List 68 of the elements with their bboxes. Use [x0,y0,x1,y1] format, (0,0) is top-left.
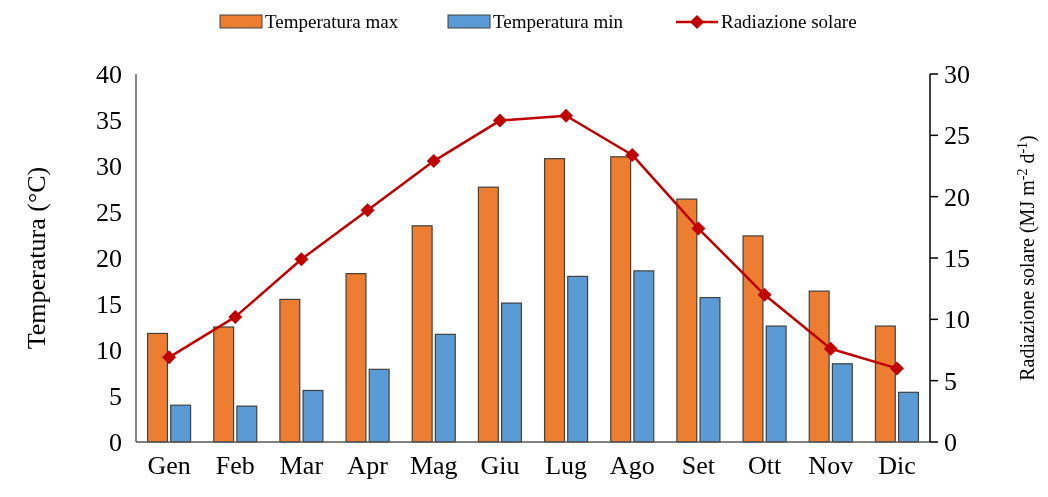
bar [500,302,523,443]
bar [279,298,301,443]
point [559,108,574,123]
point [691,221,706,236]
bar [567,275,589,443]
y2-tick-label: 0 [944,428,957,457]
x-tick-label: Apr [347,451,389,480]
y2-tick-label: 5 [944,366,957,396]
y2-tick-label: 20 [944,182,970,212]
y-tick-label: 15 [96,290,122,319]
bar [897,391,920,443]
x-tick-label: Nov [808,451,854,480]
point [889,361,904,376]
y-tick-label: 0 [109,428,122,457]
y2-tick-label: 15 [944,244,970,273]
y-tick-label: 20 [96,244,122,273]
y2-tick-label: 10 [944,305,970,335]
y-tick-label: 5 [109,382,122,411]
legend-label: Radiazione solare [721,11,857,32]
point [162,350,177,365]
x-tick-label: Giu [480,451,520,480]
bar [765,325,787,443]
y-tick-label: 10 [96,336,122,365]
x-tick-label: Lug [545,451,588,480]
x-tick-label: Feb [215,451,255,480]
bar [213,326,235,443]
bar [302,389,324,443]
x-tick-label: Gen [147,451,191,480]
bar [633,270,655,443]
point [492,113,507,128]
y-tick-label: 25 [96,198,122,227]
bar [831,363,853,443]
bar [236,405,258,443]
y2-tick-label: 30 [944,60,970,89]
y-tick-label: 40 [96,60,122,89]
bar [610,156,632,443]
x-tick-label: Mar [279,451,324,480]
bar [477,186,499,443]
point [757,287,772,302]
y-axis-title: Temperatura (°C) [22,166,51,350]
legend-label: Temperatura max [265,11,399,32]
point [426,154,441,169]
bar [434,333,456,443]
x-tick-label: Mag [409,451,458,480]
y-tick-label: 30 [96,152,122,181]
x-tick-label: Set [681,451,716,480]
y-tick-label: 35 [96,106,122,135]
bar [874,325,896,443]
bar [808,290,830,443]
bar [543,158,566,443]
bar [146,332,169,443]
point [360,203,375,218]
point [294,252,309,267]
bar [368,368,390,443]
bar [699,296,721,443]
x-tick-label: Dic [878,451,916,480]
y2-tick-label: 25 [944,121,970,151]
bar [170,404,192,443]
bar [742,235,764,443]
x-tick-label: Ott [747,451,782,480]
x-tick-label: Ago [609,451,655,480]
bar [411,225,433,443]
point [228,309,243,324]
bar [345,273,367,443]
bar [676,198,698,443]
point [823,341,838,356]
point [625,147,640,162]
legend-label: Temperatura min [493,11,624,32]
